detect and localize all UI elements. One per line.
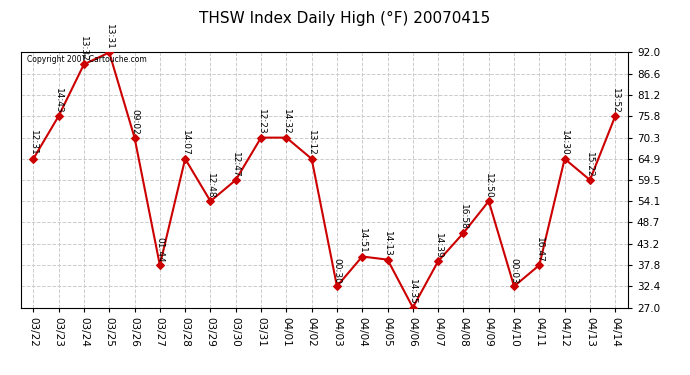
Text: 13:52: 13:52 <box>611 87 620 113</box>
Text: 12:50: 12:50 <box>484 172 493 198</box>
Text: 15:22: 15:22 <box>585 152 595 177</box>
Text: 00:30: 00:30 <box>333 258 342 284</box>
Text: THSW Index Daily High (°F) 20070415: THSW Index Daily High (°F) 20070415 <box>199 11 491 26</box>
Point <box>331 284 342 290</box>
Text: 14:30: 14:30 <box>560 130 569 156</box>
Point <box>433 258 444 264</box>
Point <box>53 113 64 119</box>
Text: 14:13: 14:13 <box>383 231 392 257</box>
Point <box>129 135 140 141</box>
Text: 00:03: 00:03 <box>509 258 519 284</box>
Point <box>483 198 494 204</box>
Text: 12:31: 12:31 <box>29 130 38 156</box>
Text: 12:47: 12:47 <box>231 152 240 177</box>
Point <box>382 256 393 262</box>
Text: 12:48: 12:48 <box>206 173 215 198</box>
Text: 01:44: 01:44 <box>155 237 164 262</box>
Point <box>509 284 520 290</box>
Text: 14:43: 14:43 <box>54 88 63 113</box>
Text: 14:39: 14:39 <box>433 232 443 258</box>
Point <box>610 113 621 119</box>
Point <box>306 156 317 162</box>
Text: 13:12: 13:12 <box>307 130 316 156</box>
Point <box>534 262 545 268</box>
Point <box>205 198 216 204</box>
Point <box>407 304 418 310</box>
Text: Copyright 2007 Cartouche.com: Copyright 2007 Cartouche.com <box>27 55 146 64</box>
Text: 16:58: 16:58 <box>459 204 468 230</box>
Point <box>255 135 266 141</box>
Point <box>559 156 570 162</box>
Text: 14:32: 14:32 <box>282 109 291 135</box>
Point <box>458 230 469 236</box>
Point <box>230 177 241 183</box>
Point <box>179 156 190 162</box>
Point <box>79 61 90 67</box>
Point <box>104 50 115 55</box>
Text: 13:32: 13:32 <box>79 36 88 62</box>
Point <box>28 156 39 162</box>
Text: 14:07: 14:07 <box>181 130 190 156</box>
Text: 09:02: 09:02 <box>130 109 139 135</box>
Point <box>155 262 166 268</box>
Text: 14:51: 14:51 <box>357 228 367 254</box>
Text: 16:47: 16:47 <box>535 237 544 262</box>
Point <box>584 177 595 183</box>
Text: 12:23: 12:23 <box>257 109 266 135</box>
Text: 14:35: 14:35 <box>408 279 417 305</box>
Point <box>357 254 368 260</box>
Point <box>281 135 292 141</box>
Text: 13:31: 13:31 <box>105 24 114 50</box>
